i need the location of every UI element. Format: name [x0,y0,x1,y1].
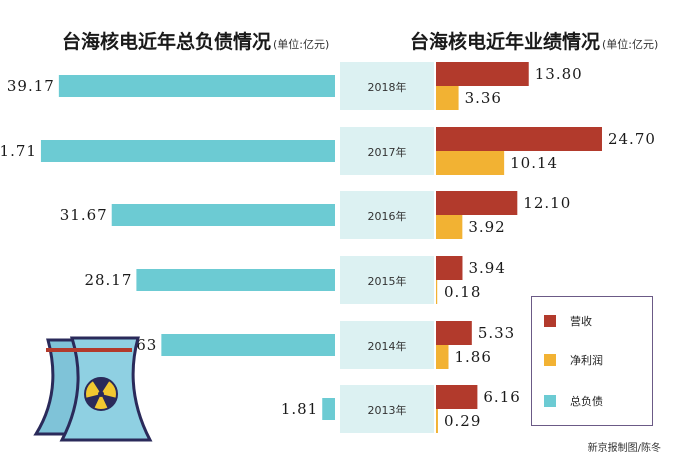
right-title-unit: (单位:亿元) [602,38,659,51]
credit-text: 新京报制图/陈冬 [587,443,661,454]
revenue-bar [436,256,463,280]
year-band [340,127,434,175]
left-title-unit: (单位:亿元) [273,38,330,51]
left-title-text: 台海核电近年总负债情况 [62,31,272,53]
legend-label-debt: 总负债 [570,395,603,408]
revenue-value-label: 6.16 [483,388,520,406]
profit-value-label: 10.14 [510,154,558,172]
profit-bar [436,409,438,433]
legend: 营收 净利润 总负债 [531,296,653,426]
legend-label-revenue: 营收 [570,315,592,328]
year-label: 2016年 [367,210,407,223]
legend-item-debt: 总负债 [544,393,603,409]
revenue-value-label: 24.70 [608,130,656,148]
profit-value-label: 3.36 [465,89,502,107]
legend-item-revenue: 营收 [544,313,592,329]
debt-value-label: 1.81 [281,400,318,418]
value-labels: 39.17 13.80 3.36 41.71 24.70 10.14 31.67 12.10 3… [0,65,656,430]
revenue-value-label: 12.10 [523,194,571,212]
year-label: 2015年 [367,275,407,288]
legend-item-profit: 净利润 [544,352,603,368]
profit-bar [436,86,459,110]
revenue-value-label: 13.80 [535,65,583,83]
year-label: 2018年 [367,81,407,94]
year-band [340,191,434,239]
year-band [340,321,434,369]
debt-value-label: 41.71 [0,142,37,160]
debt-value-label: 39.17 [7,77,55,95]
year-band [340,385,434,433]
legend-swatch-debt [544,395,556,407]
profit-bar [436,280,438,304]
debt-bars [40,75,336,420]
year-label: 2017年 [367,146,407,159]
revenue-bar [436,191,518,215]
legend-swatch-revenue [544,315,556,327]
year-bands [340,62,434,433]
year-label: 2014年 [367,340,407,353]
profit-bar [436,151,505,175]
revenue-bar [436,385,478,409]
debt-value-label: 31.67 [60,206,108,224]
right-title-text: 台海核电近年业绩情况 [410,31,601,53]
debt-bar [161,334,335,356]
year-label: 2013年 [367,404,407,417]
debt-bar [136,269,335,291]
nuclear-cooling-tower-icon [33,336,153,442]
profit-bar [436,345,449,369]
debt-bar [58,75,335,97]
revenue-bar [436,127,602,151]
legend-swatch-profit [544,354,556,366]
profit-value-label: 0.29 [444,412,481,430]
debt-bar [322,398,335,420]
revenue-value-label: 5.33 [478,324,515,342]
profit-bars [436,86,505,433]
profit-bar [436,215,463,239]
year-band [340,256,434,304]
debt-bar [111,204,335,226]
revenue-value-label: 3.94 [468,259,505,277]
left-chart-title: 台海核电近年总负债情况 (单位:亿元) [62,27,329,54]
profit-value-label: 1.86 [454,348,491,366]
revenue-bars [436,62,602,409]
right-chart-title: 台海核电近年业绩情况 (单位:亿元) [410,27,658,54]
revenue-bar [436,62,529,86]
year-band [340,62,434,110]
profit-value-label: 3.92 [468,218,505,236]
legend-label-profit: 净利润 [570,354,603,367]
debt-bar [40,140,336,162]
profit-value-label: 0.18 [444,283,481,301]
revenue-bar [436,321,472,345]
debt-value-label: 28.17 [84,271,132,289]
